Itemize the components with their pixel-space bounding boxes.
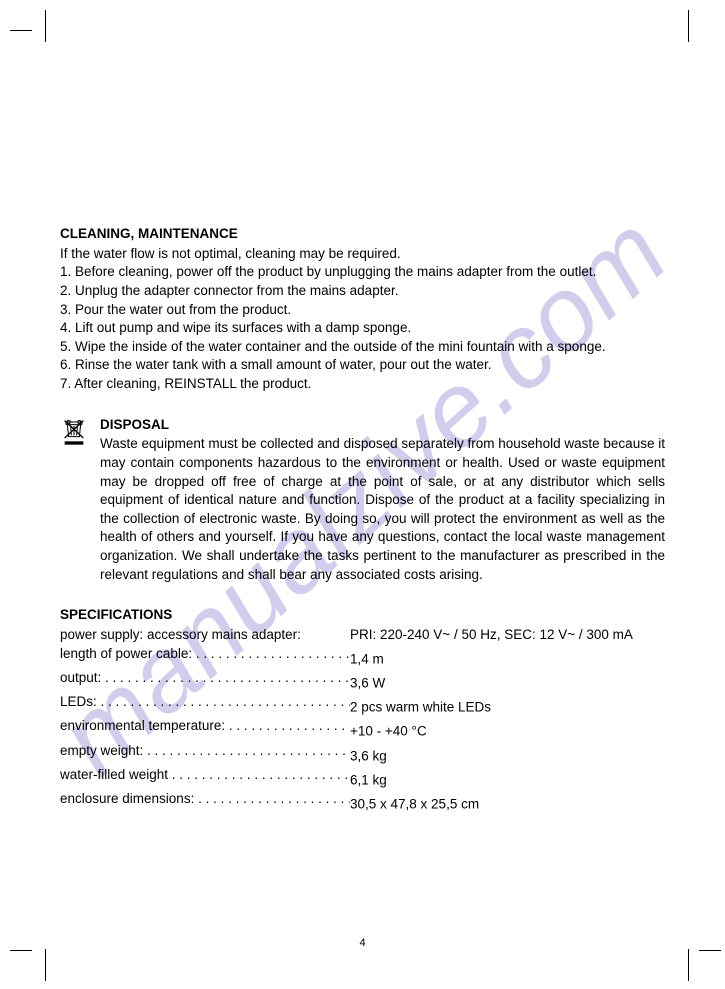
crop-mark	[699, 950, 721, 951]
spec-value: 30,5 x 47,8 x 25,5 cm	[350, 797, 479, 812]
spec-label: output:	[60, 670, 105, 685]
spec-row: power supply: accessory mains adapter:PR…	[60, 626, 665, 645]
crop-mark	[10, 950, 32, 951]
spec-dots: . . . . . . . . . . . . . . . . . . . . …	[229, 718, 350, 733]
spec-row: environmental temperature: . . . . . . .…	[60, 717, 665, 741]
spec-dots: . . . . . . . . . . . . . . . . . . . . …	[196, 646, 350, 661]
spec-row: length of power cable: . . . . . . . . .…	[60, 645, 665, 669]
spec-label: enclosure dimensions:	[60, 791, 198, 806]
spec-label: LEDs:	[60, 694, 101, 709]
cleaning-step: 2. Unplug the adapter connector from the…	[60, 282, 665, 301]
spec-label: power supply: accessory mains adapter:	[60, 626, 350, 645]
specs-heading: SPECIFICATIONS	[60, 606, 665, 625]
cleaning-step: 3. Pour the water out from the product.	[60, 301, 665, 320]
spec-row: water-filled weight . . . . . . . . . . …	[60, 766, 665, 790]
crop-mark	[45, 949, 46, 981]
spec-label: empty weight:	[60, 743, 147, 758]
spec-dots: . . . . . . . . . . . . . . . . . . . . …	[147, 743, 350, 758]
spec-dots: . . . . . . . . . . . . . . . . . . . . …	[105, 670, 350, 685]
spec-row: empty weight: . . . . . . . . . . . . . …	[60, 742, 665, 766]
cleaning-step: 5. Wipe the inside of the water containe…	[60, 338, 665, 357]
page-number: 4	[359, 937, 365, 949]
page-content: CLEANING, MAINTENANCE If the water flow …	[0, 0, 725, 814]
cleaning-step: 1. Before cleaning, power off the produc…	[60, 263, 665, 282]
spec-value: 2 pcs warm white LEDs	[350, 700, 491, 715]
spec-dots: . . . . . . . . . . . . . . . . . . . . …	[172, 767, 350, 782]
cleaning-intro: If the water flow is not optimal, cleani…	[60, 245, 665, 264]
spec-dots: . . . . . . . . . . . . . . . . . . . . …	[198, 791, 350, 806]
specs-list: power supply: accessory mains adapter:PR…	[60, 626, 665, 814]
cleaning-section: CLEANING, MAINTENANCE If the water flow …	[60, 225, 665, 394]
spec-label: environmental temperature:	[60, 718, 229, 733]
spec-row: LEDs: . . . . . . . . . . . . . . . . . …	[60, 693, 665, 717]
disposal-body: Waste equipment must be collected and di…	[100, 435, 665, 584]
spec-value: 3,6 W	[350, 675, 385, 690]
spec-value: +10 - +40 °C	[350, 724, 427, 739]
spec-value: 6,1 kg	[350, 772, 387, 787]
spec-value: 3,6 kg	[350, 748, 387, 763]
cleaning-step: 4. Lift out pump and wipe its surfaces w…	[60, 319, 665, 338]
spec-value: 1,4 m	[350, 651, 384, 666]
spec-row: output: . . . . . . . . . . . . . . . . …	[60, 669, 665, 693]
disposal-text-block: DISPOSAL Waste equipment must be collect…	[100, 416, 665, 585]
spec-row: enclosure dimensions: . . . . . . . . . …	[60, 790, 665, 814]
specs-section: SPECIFICATIONS power supply: accessory m…	[60, 606, 665, 814]
disposal-section: DISPOSAL Waste equipment must be collect…	[60, 416, 665, 585]
weee-icon	[60, 416, 100, 585]
cleaning-step: 7. After cleaning, REINSTALL the product…	[60, 375, 665, 394]
spec-label: length of power cable:	[60, 646, 196, 661]
spec-value: PRI: 220-240 V~ / 50 Hz, SEC: 12 V~ / 30…	[350, 627, 633, 642]
disposal-heading: DISPOSAL	[100, 416, 665, 435]
cleaning-step: 6. Rinse the water tank with a small amo…	[60, 356, 665, 375]
crop-mark	[688, 949, 689, 981]
spec-label: water-filled weight	[60, 767, 172, 782]
cleaning-heading: CLEANING, MAINTENANCE	[60, 225, 665, 244]
spec-dots: . . . . . . . . . . . . . . . . . . . . …	[101, 694, 350, 709]
